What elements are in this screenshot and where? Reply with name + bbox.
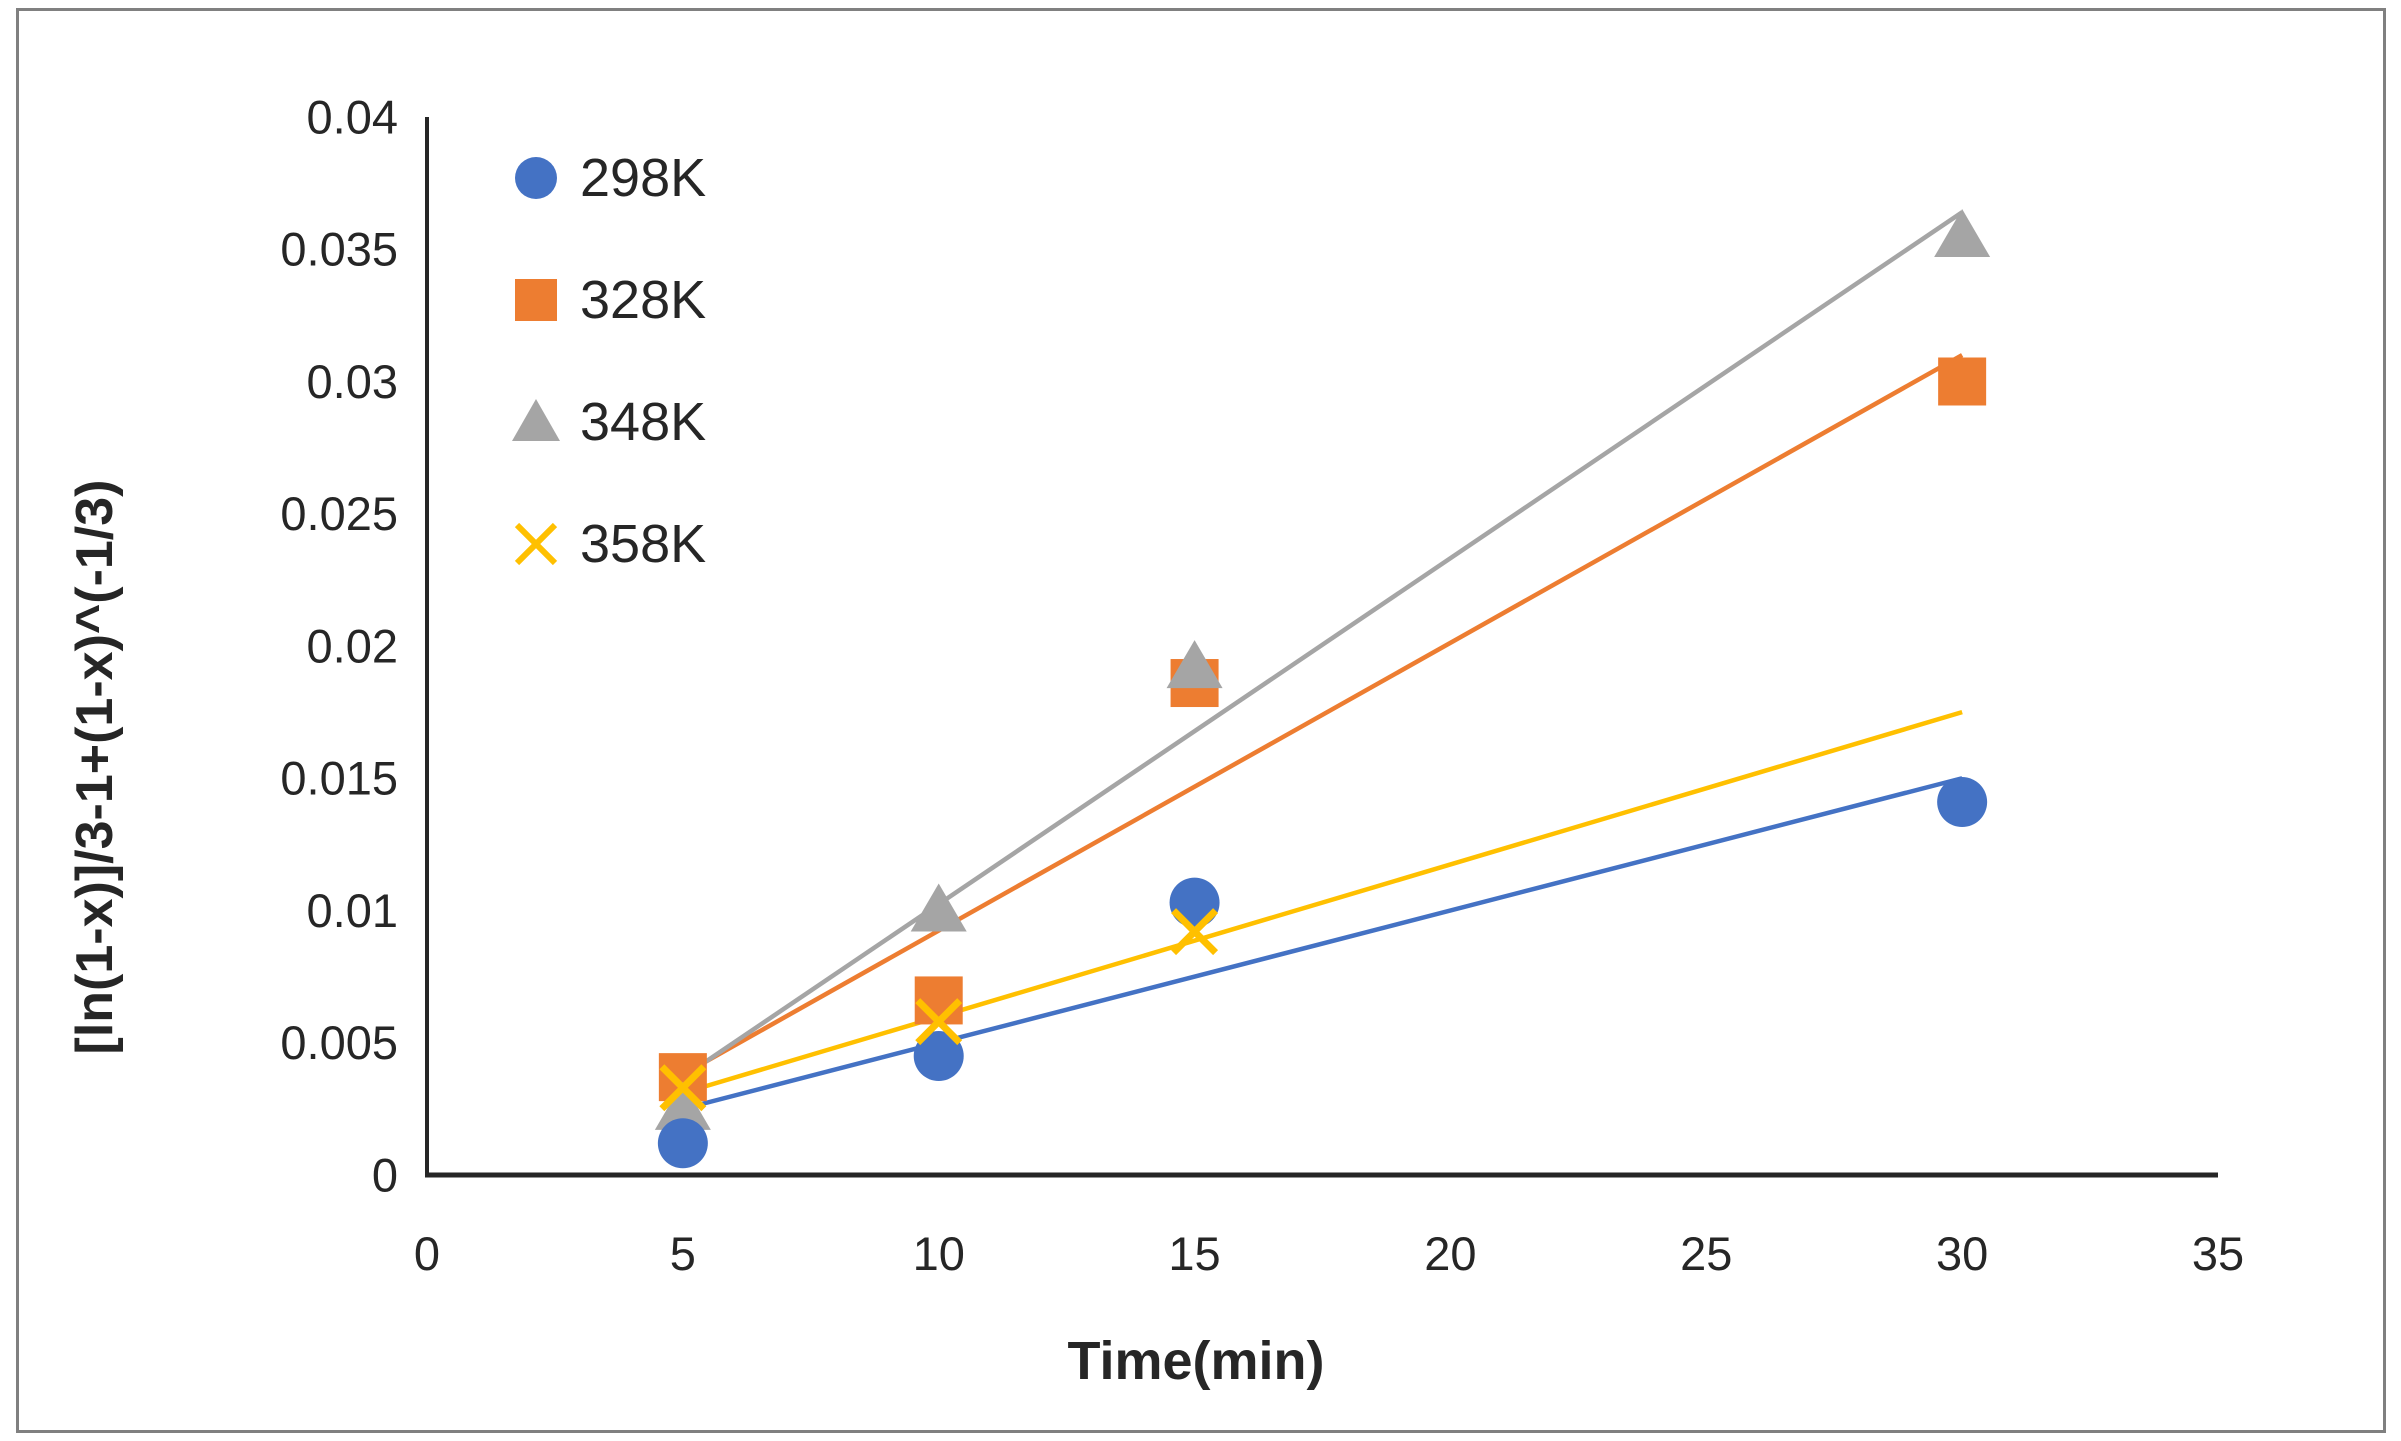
marker-x-358K xyxy=(659,1064,707,1112)
y-tick-label: 0.035 xyxy=(280,223,398,276)
y-tick-label: 0.025 xyxy=(280,487,398,540)
y-axis-title: [ln(1-x)]/3-1+(1-x)^(-1/3) xyxy=(66,479,124,1055)
x-tick-label: 25 xyxy=(1680,1227,1732,1280)
legend-item-328k: 328K xyxy=(512,272,706,328)
y-tick-label: 0.02 xyxy=(307,619,398,672)
marker-square-328K xyxy=(914,976,963,1025)
y-tick-label: 0.015 xyxy=(280,752,398,805)
x-tick-label: 35 xyxy=(2192,1227,2244,1280)
x-tick-label: 5 xyxy=(670,1227,696,1280)
y-tick-label: 0.01 xyxy=(307,884,398,937)
marker-x-358K xyxy=(915,998,963,1046)
legend-marker-square-icon xyxy=(512,276,560,324)
legend-item-358k: 358K xyxy=(512,516,706,572)
y-tick-label: 0.03 xyxy=(307,355,398,408)
marker-triangle-348K xyxy=(1934,209,1991,258)
legend-label: 358K xyxy=(580,514,707,574)
trendline-328K xyxy=(681,353,1964,1077)
marker-square-328K xyxy=(1938,357,1987,406)
legend-marker-circle-icon xyxy=(512,154,560,202)
legend: 298K 328K 348K 358K xyxy=(512,150,706,638)
legend-label: 328K xyxy=(580,270,707,330)
marker-circle-298K xyxy=(657,1118,708,1169)
trendline-298K xyxy=(682,776,1963,1112)
x-tick-label: 15 xyxy=(1168,1227,1220,1280)
legend-label: 298K xyxy=(580,148,707,208)
y-tick-label: 0 xyxy=(372,1148,398,1201)
y-tick-label: 0.005 xyxy=(280,1016,398,1069)
x-tick-label: 10 xyxy=(913,1227,965,1280)
legend-marker-x-icon xyxy=(512,520,560,568)
legend-marker-triangle-icon xyxy=(512,398,560,446)
marker-x-358K xyxy=(1171,908,1219,956)
x-tick-label: 0 xyxy=(414,1227,440,1280)
trendline-348K xyxy=(681,210,1964,1079)
x-axis-title: Time(min) xyxy=(1067,1331,1325,1391)
marker-triangle-348K xyxy=(910,883,967,932)
y-tick-label: 0.04 xyxy=(307,90,398,143)
legend-item-348k: 348K xyxy=(512,394,706,450)
legend-item-298k: 298K xyxy=(512,150,706,206)
marker-circle-298K xyxy=(913,1030,964,1081)
marker-circle-298K xyxy=(1937,777,1988,828)
legend-label: 348K xyxy=(580,392,707,452)
x-tick-label: 20 xyxy=(1424,1227,1476,1280)
marker-circle-298K xyxy=(1169,877,1220,928)
trendline-358K xyxy=(682,709,1963,1096)
x-tick-label: 30 xyxy=(1936,1227,1988,1280)
marker-triangle-348K xyxy=(654,1081,711,1130)
marker-triangle-348K xyxy=(1166,640,1223,689)
chart-frame xyxy=(16,8,2386,1433)
